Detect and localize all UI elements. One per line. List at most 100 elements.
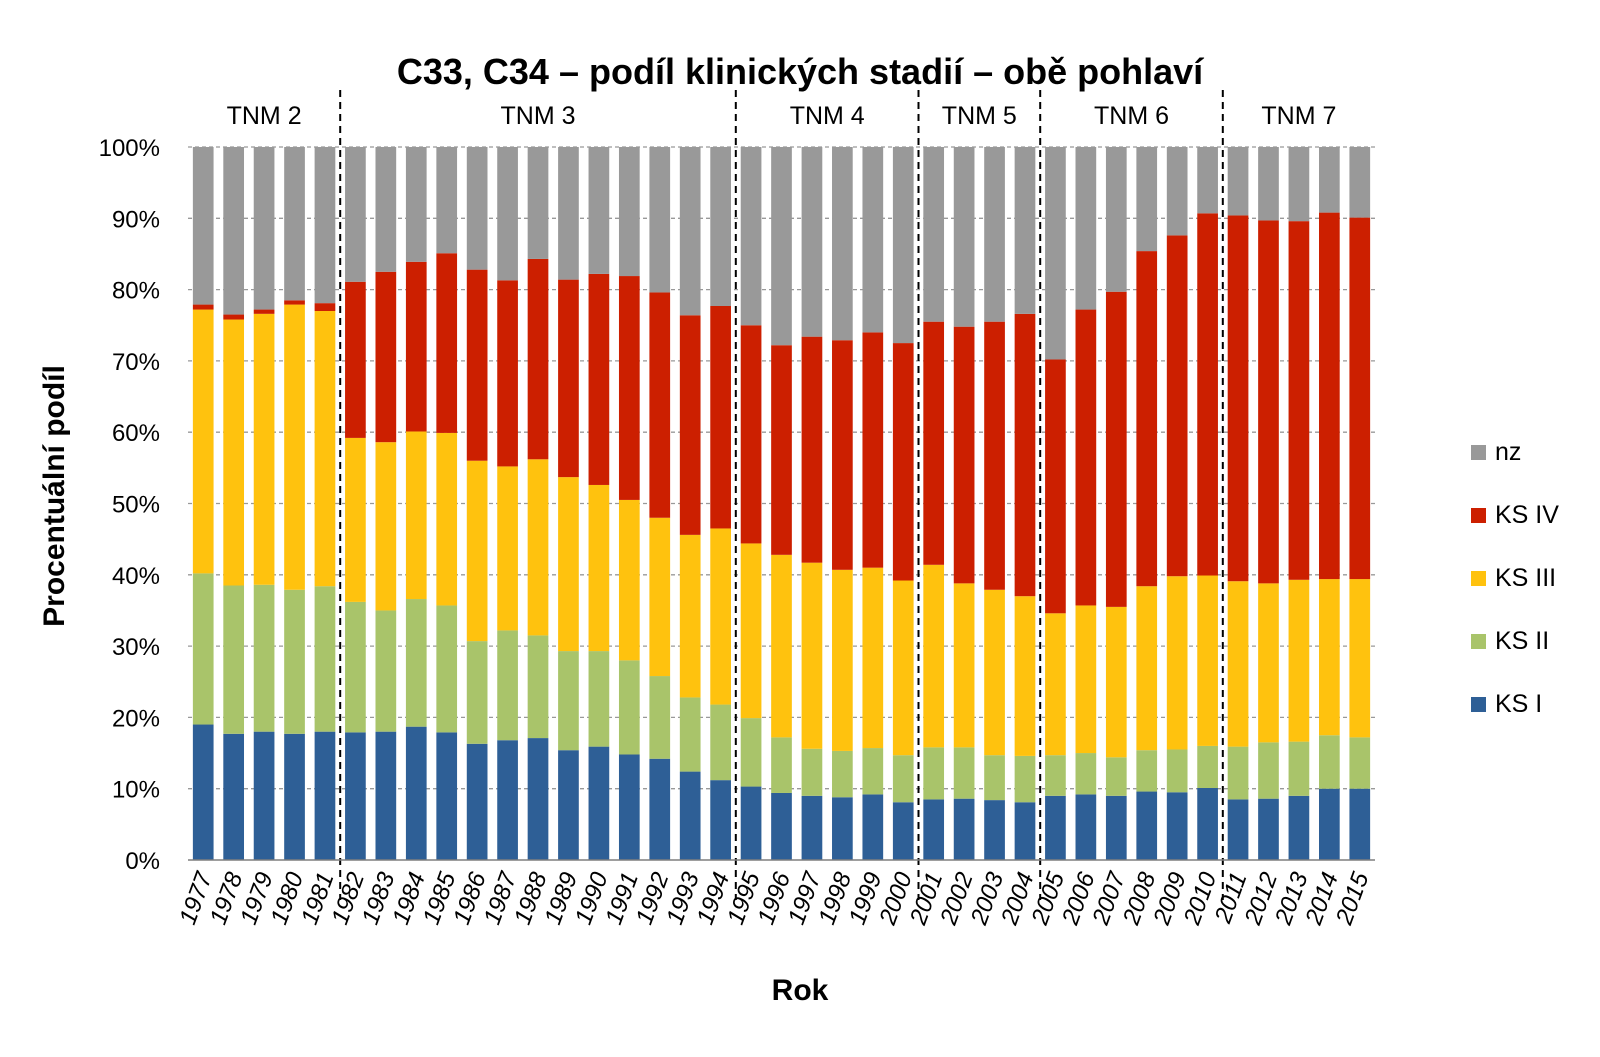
period-label: TNM 2 bbox=[227, 102, 302, 130]
bar-nz-1996 bbox=[771, 147, 792, 346]
bar-ks-iv-1985 bbox=[436, 253, 458, 433]
bar-nz-1981 bbox=[314, 147, 336, 304]
bar-ks-i-1999 bbox=[862, 794, 884, 860]
bar-ks-iv-2005 bbox=[1045, 359, 1066, 614]
bar-nz-2014 bbox=[1319, 147, 1340, 213]
y-tick-label: 40% bbox=[112, 563, 160, 590]
period-label: TNM 5 bbox=[942, 102, 1017, 130]
bar-ks-i-1994 bbox=[710, 780, 731, 860]
bar-ks-ii-1996 bbox=[771, 737, 792, 793]
bar-ks-i-1996 bbox=[771, 792, 792, 860]
bar-nz-1982 bbox=[345, 147, 366, 282]
bar-ks-ii-1991 bbox=[618, 660, 640, 755]
bar-ks-iii-2005 bbox=[1045, 613, 1066, 756]
bar-ks-iii-2003 bbox=[984, 589, 1005, 756]
bar-nz-1989 bbox=[558, 147, 579, 280]
y-tick-label: 10% bbox=[112, 777, 160, 804]
bar-nz-2006 bbox=[1075, 147, 1097, 310]
bar-ks-iii-2000 bbox=[892, 580, 914, 756]
period-label: TNM 4 bbox=[790, 102, 865, 130]
bar-nz-2011 bbox=[1227, 147, 1249, 216]
bar-ks-iii-1988 bbox=[527, 459, 549, 636]
bar-ks-iii-2015 bbox=[1349, 579, 1371, 738]
bar-ks-i-2007 bbox=[1105, 795, 1127, 860]
y-tick-label: 30% bbox=[112, 634, 160, 661]
bar-ks-i-2009 bbox=[1166, 792, 1188, 860]
bar-ks-iii-1993 bbox=[679, 534, 701, 698]
bar-ks-iv-1981 bbox=[314, 303, 336, 311]
bar-ks-iii-1985 bbox=[436, 432, 458, 606]
bar-ks-i-1992 bbox=[649, 758, 671, 860]
bar-ks-ii-1993 bbox=[679, 697, 701, 772]
bar-nz-2004 bbox=[1014, 147, 1036, 314]
bar-ks-ii-1983 bbox=[375, 610, 397, 732]
bar-nz-1978 bbox=[223, 147, 245, 315]
bar-ks-iv-2002 bbox=[953, 326, 975, 584]
bar-ks-iv-1997 bbox=[801, 336, 823, 563]
bar-ks-i-1986 bbox=[466, 743, 488, 860]
bar-ks-ii-1980 bbox=[284, 589, 305, 734]
bar-ks-iii-1977 bbox=[192, 309, 214, 574]
bar-ks-iii-1997 bbox=[801, 562, 823, 749]
bar-ks-i-1981 bbox=[314, 731, 336, 860]
bar-nz-1993 bbox=[679, 147, 701, 316]
period-label: TNM 7 bbox=[1261, 102, 1336, 130]
bar-ks-iv-1990 bbox=[588, 273, 610, 485]
bar-ks-ii-2008 bbox=[1136, 750, 1158, 792]
bar-ks-iv-2015 bbox=[1349, 217, 1371, 580]
bar-nz-1990 bbox=[588, 147, 610, 274]
bar-ks-i-1982 bbox=[345, 732, 366, 860]
bar-ks-iv-2011 bbox=[1227, 215, 1249, 582]
bar-ks-iv-1988 bbox=[527, 258, 549, 460]
period-labels: TNM 2 TNM 3 TNM 4 TNM 5 TNM 6 TNM 7 bbox=[227, 102, 1337, 130]
bar-nz-2008 bbox=[1136, 147, 1158, 252]
bar-nz-1985 bbox=[436, 147, 458, 254]
bar-ks-i-1984 bbox=[405, 726, 427, 860]
bar-ks-iii-2001 bbox=[923, 564, 945, 748]
legend-label: KS I bbox=[1495, 690, 1542, 718]
bar-ks-iii-1980 bbox=[284, 304, 305, 590]
bar-ks-iii-1987 bbox=[497, 466, 518, 631]
legend-label: KS IV bbox=[1495, 501, 1559, 529]
bar-ks-ii-1998 bbox=[832, 750, 853, 798]
bar-ks-ii-2006 bbox=[1075, 753, 1097, 795]
bar-ks-ii-2015 bbox=[1349, 737, 1371, 789]
bar-nz-1994 bbox=[710, 147, 731, 306]
bar-ks-iii-1998 bbox=[832, 569, 853, 751]
bars bbox=[192, 147, 1371, 860]
bar-ks-i-1985 bbox=[436, 732, 458, 860]
bar-ks-ii-2002 bbox=[953, 747, 975, 799]
y-tick-label: 100% bbox=[99, 135, 160, 162]
bar-ks-iv-1991 bbox=[618, 276, 640, 500]
y-tick-label: 60% bbox=[112, 420, 160, 447]
bar-ks-i-2010 bbox=[1197, 787, 1218, 860]
bar-ks-ii-1986 bbox=[466, 641, 488, 744]
bar-ks-iv-2010 bbox=[1197, 213, 1218, 576]
bar-ks-iv-1986 bbox=[466, 269, 488, 461]
bar-nz-1999 bbox=[862, 147, 884, 333]
legend-swatch bbox=[1471, 508, 1486, 523]
bar-ks-ii-1985 bbox=[436, 605, 458, 733]
bar-ks-iii-1981 bbox=[314, 310, 336, 587]
bar-ks-i-1979 bbox=[253, 731, 275, 860]
bar-ks-ii-2004 bbox=[1014, 755, 1036, 803]
bar-ks-i-2004 bbox=[1014, 802, 1036, 860]
bar-ks-ii-1988 bbox=[527, 635, 549, 739]
bar-ks-iii-2008 bbox=[1136, 586, 1158, 751]
bar-ks-i-2015 bbox=[1349, 788, 1371, 860]
bar-ks-i-2012 bbox=[1258, 798, 1279, 860]
bar-nz-2000 bbox=[892, 147, 914, 344]
bar-ks-i-2006 bbox=[1075, 794, 1097, 860]
bar-ks-iv-1978 bbox=[223, 314, 245, 320]
bar-nz-1986 bbox=[466, 147, 488, 270]
bar-nz-1980 bbox=[284, 147, 305, 301]
bar-ks-i-1993 bbox=[679, 771, 701, 860]
bar-ks-iv-2003 bbox=[984, 321, 1005, 590]
legend-label: nz bbox=[1495, 438, 1521, 466]
bar-ks-iv-1982 bbox=[345, 281, 366, 438]
bar-nz-2005 bbox=[1045, 147, 1066, 360]
bar-ks-iv-2006 bbox=[1075, 309, 1097, 606]
bar-ks-iv-2000 bbox=[892, 343, 914, 581]
bar-ks-i-1995 bbox=[740, 786, 762, 860]
